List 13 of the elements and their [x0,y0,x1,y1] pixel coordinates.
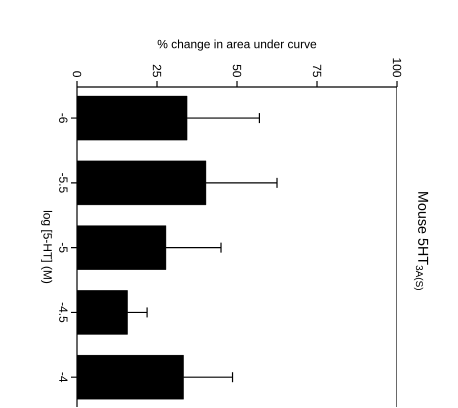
y-tick-label: -5.5 [59,173,68,193]
y-tick-label: -6 [59,114,68,124]
text: Mouse 5HT$_{3A(S)}$ [414,192,428,290]
x-tick-label: 50 [232,64,242,78]
y-tick-label: -4.5 [59,302,68,322]
x-tick-label: 25 [152,64,162,78]
x-tick-label: 75 [312,64,322,78]
y-tick-label: -4 [59,372,68,382]
y-tick-label: -5 [59,243,68,253]
x-axis-title: % change in area under curve [158,40,316,51]
x-tick-label: 100 [392,58,402,78]
y-axis-title: log [5-HT] (M) [41,211,52,284]
x-tick-label: 0 [72,71,82,78]
